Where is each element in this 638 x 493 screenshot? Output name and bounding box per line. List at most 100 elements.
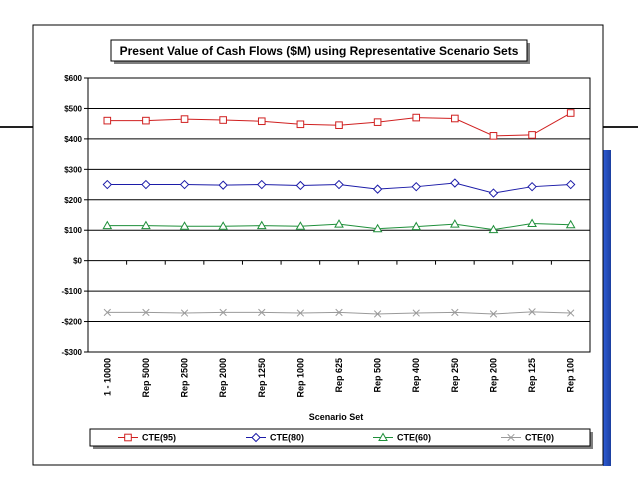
data-point — [296, 309, 305, 317]
data-point — [257, 179, 267, 190]
data-point — [528, 131, 536, 139]
series-1 — [102, 178, 576, 198]
legend-marker — [124, 433, 132, 442]
data-point — [451, 114, 459, 123]
data-point — [449, 219, 460, 228]
data-point — [218, 180, 228, 190]
data-point — [373, 310, 382, 318]
data-point — [373, 118, 382, 126]
legend-marker — [251, 432, 261, 443]
x-tick-label: Rep 625 — [334, 358, 344, 393]
data-point — [489, 310, 498, 318]
data-point — [103, 308, 111, 317]
data-point — [218, 221, 229, 230]
data-point — [258, 308, 266, 317]
data-point — [488, 224, 499, 234]
data-point — [219, 116, 227, 124]
y-tick-label: $100 — [64, 226, 82, 235]
data-point — [527, 181, 537, 192]
data-point — [450, 178, 460, 188]
data-point — [179, 179, 190, 190]
data-point — [179, 221, 190, 230]
data-point — [219, 308, 227, 317]
legend-label: CTE(60) — [397, 433, 431, 443]
x-tick-label: 1 - 10000 — [102, 358, 112, 396]
slide-accent-bar — [603, 150, 611, 466]
data-point — [334, 219, 344, 228]
y-tick-label: $0 — [73, 257, 82, 266]
x-tick-label: Rep 2500 — [180, 358, 190, 398]
x-tick-label: Rep 1000 — [295, 358, 305, 398]
series-3 — [103, 308, 575, 318]
y-tick-label: $500 — [64, 104, 82, 113]
y-tick-label: $200 — [64, 196, 82, 205]
data-point — [566, 109, 575, 117]
data-point — [489, 132, 498, 140]
plot-frame — [87, 77, 591, 353]
data-point — [142, 116, 150, 125]
data-point — [256, 220, 267, 230]
data-point — [527, 218, 537, 228]
x-marker-stroke — [451, 308, 459, 317]
data-point — [567, 309, 575, 317]
y-tick-labels: $600 $500 $400 $300 $200 $100 $0 -$100 -$200 -$30… — [62, 74, 83, 357]
x-tick-label: Rep 250 — [450, 358, 460, 393]
x-marker-stroke — [258, 308, 266, 317]
x-marker-stroke — [373, 310, 382, 318]
x-marker-stroke — [103, 308, 111, 317]
y-tick-label: -$200 — [62, 318, 83, 327]
data-point — [180, 309, 189, 317]
data-point — [411, 221, 422, 231]
data-point — [372, 184, 383, 194]
data-point — [141, 220, 151, 230]
x-tick-label: Rep 500 — [373, 358, 383, 393]
data-point — [565, 219, 576, 229]
y-tick-label: -$300 — [62, 348, 83, 357]
data-point — [103, 116, 112, 125]
title-box — [110, 39, 528, 62]
x-marker-stroke — [219, 308, 227, 317]
y-tick-label: $400 — [64, 135, 82, 144]
x-tick-label: Rep 125 — [527, 358, 537, 393]
x-marker-stroke — [142, 308, 150, 317]
data-point — [102, 179, 113, 190]
data-point — [372, 223, 383, 233]
data-point — [141, 179, 151, 190]
data-point — [102, 220, 113, 230]
data-point — [451, 308, 459, 317]
x-tick-label: Rep 1250 — [257, 358, 267, 398]
x-marker-stroke — [567, 309, 575, 317]
x-tick-label: Rep 5000 — [141, 358, 151, 398]
x-tick-label: Rep 2000 — [218, 358, 228, 398]
x-axis-label: Scenario Set — [309, 412, 364, 422]
data-point — [334, 179, 344, 190]
legend-box — [89, 428, 591, 447]
chart-title: Present Value of Cash Flows ($M) using R… — [120, 44, 519, 58]
series-2 — [102, 218, 576, 234]
legend-marker — [507, 433, 515, 442]
data-point — [335, 121, 343, 129]
legend-marker — [378, 432, 388, 441]
legend-label: CTE(95) — [142, 433, 176, 443]
data-point — [528, 308, 536, 316]
x-marker-stroke — [296, 309, 305, 317]
x-marker-stroke — [489, 310, 498, 318]
data-point — [411, 181, 421, 192]
x-tick-label: Rep 400 — [411, 358, 421, 393]
data-point — [295, 180, 306, 191]
x-tick-label: Rep 100 — [566, 358, 576, 393]
data-point — [180, 115, 189, 123]
data-point — [412, 309, 420, 317]
legend-label: CTE(80) — [270, 433, 304, 443]
legend: CTE(95) CTE(80) CTE(60) CTE(0) — [118, 432, 554, 443]
x-tick-label: Rep 200 — [488, 358, 498, 393]
data-point — [257, 117, 266, 126]
data-point — [412, 113, 421, 122]
x-tick-labels: 1 - 10000 Rep 5000 Rep 2500 Rep 2000 Rep 125… — [102, 358, 575, 398]
x-marker-stroke — [412, 309, 420, 317]
series-0 — [103, 109, 575, 140]
data-point — [335, 308, 343, 317]
y-tick-label: -$100 — [62, 287, 83, 296]
legend-label: CTE(0) — [525, 433, 554, 443]
